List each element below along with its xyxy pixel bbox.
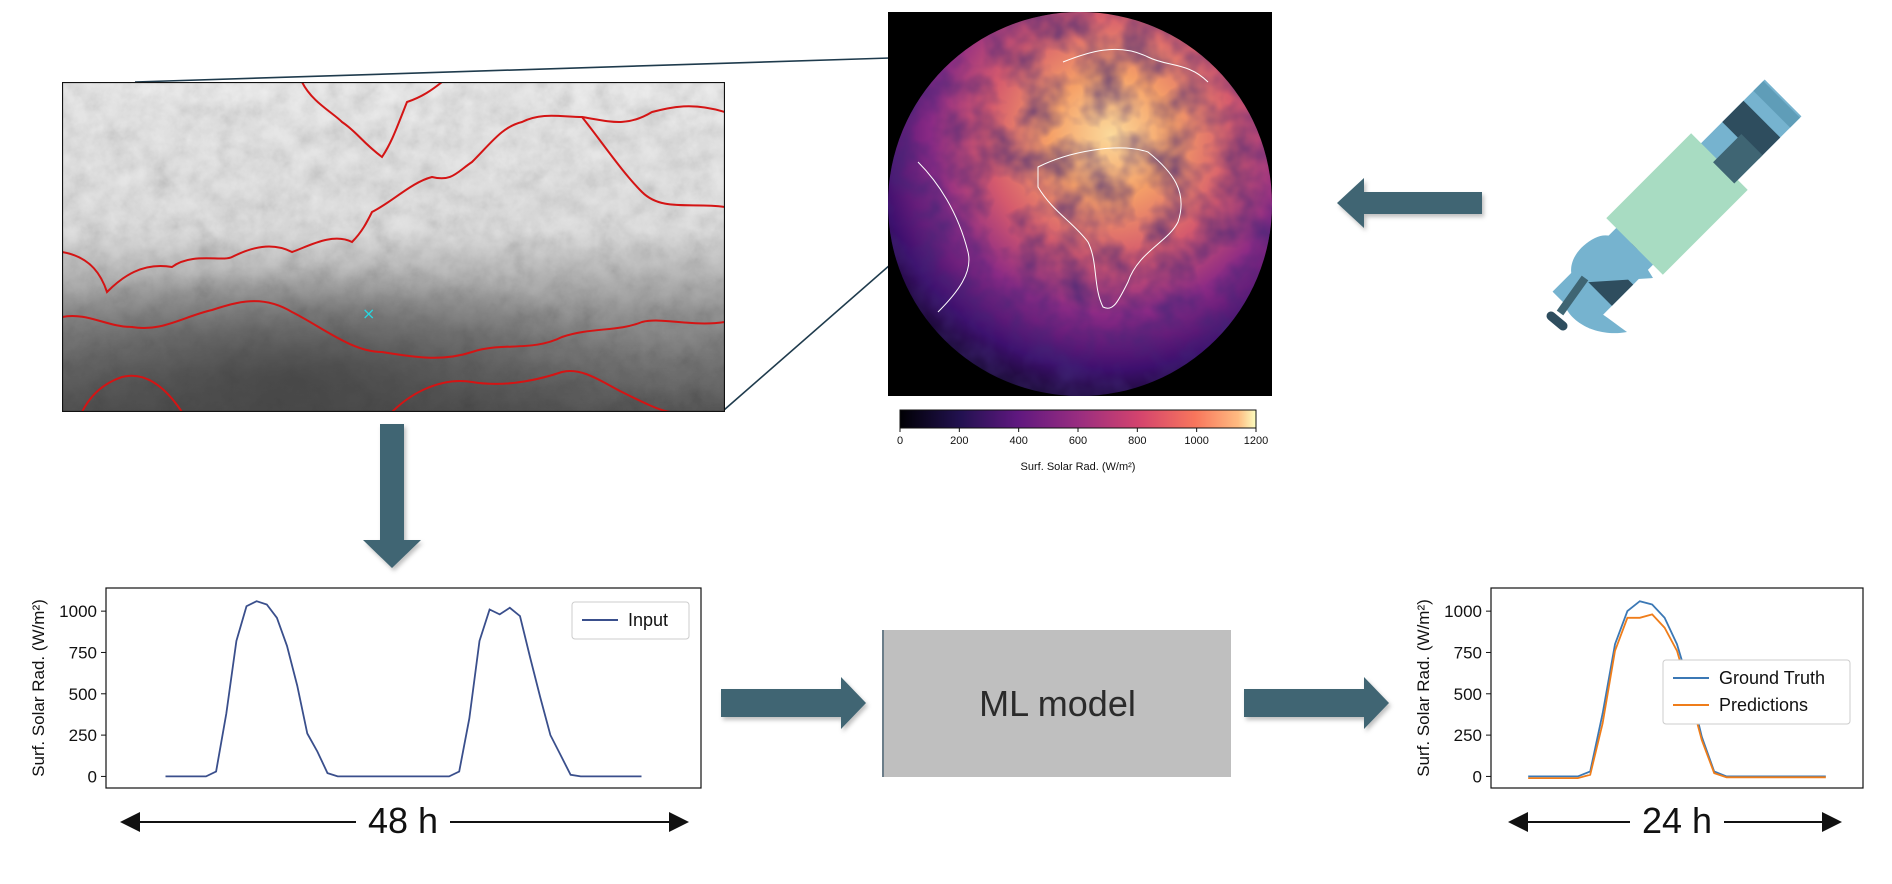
colorbar-label: Surf. Solar Rad. (W/m²) bbox=[1021, 461, 1136, 473]
forecast-duration-label: 24 h bbox=[1630, 800, 1725, 842]
plot-frame bbox=[105, 587, 702, 789]
colorbar-tick-label: 1000 bbox=[1184, 435, 1208, 447]
input-duration-label: 48 h bbox=[356, 800, 451, 842]
satellite-icon bbox=[1546, 79, 1802, 334]
colorbar: 0 200 400 600 800 1000 1200 Surf. Solar Rad. (… bbox=[897, 409, 1268, 473]
y-tick-label: 250 bbox=[1454, 726, 1482, 745]
legend-box bbox=[1662, 659, 1851, 725]
colorbar-tick-label: 800 bbox=[1128, 435, 1146, 447]
terrain-map: × bbox=[62, 82, 725, 412]
colorbar-tick-label: 1200 bbox=[1244, 435, 1268, 447]
y-tick-label: 750 bbox=[69, 643, 97, 662]
series-line-ground-truth bbox=[1528, 600, 1826, 778]
y-tick-label: 500 bbox=[1454, 685, 1482, 704]
series-line-input bbox=[165, 600, 642, 778]
colorbar-tick-label: 0 bbox=[897, 435, 903, 447]
ml-model-label: ML model bbox=[979, 682, 1136, 724]
colorbar-tick-label: 600 bbox=[1069, 435, 1087, 447]
duration-arrows bbox=[120, 812, 1842, 832]
forecast-chart: Surf. Solar Rad. (W/m²) 0 250 500 750 1000 Gro… bbox=[1414, 587, 1864, 789]
arrow-map-to-input bbox=[363, 424, 421, 568]
colorbar-tick-label: 200 bbox=[950, 435, 968, 447]
series-line-predictions bbox=[1528, 613, 1826, 779]
y-tick-label: 500 bbox=[69, 685, 97, 704]
arrow-satellite-to-disk bbox=[1337, 178, 1482, 228]
colorbar-tick-label: 400 bbox=[1009, 435, 1027, 447]
arrow-input-to-model bbox=[721, 677, 866, 729]
y-tick-label: 0 bbox=[88, 767, 97, 786]
y-tick-label: 1000 bbox=[59, 602, 97, 621]
y-tick-label: 250 bbox=[69, 726, 97, 745]
svg-text:×: × bbox=[362, 304, 375, 323]
y-axis-label: Surf. Solar Rad. (W/m²) bbox=[29, 599, 48, 777]
legend-box bbox=[571, 601, 690, 640]
plot-frame bbox=[1490, 587, 1864, 789]
legend-label: Predictions bbox=[1719, 695, 1808, 715]
y-axis-label: Surf. Solar Rad. (W/m²) bbox=[1414, 599, 1433, 777]
y-tick-label: 1000 bbox=[1444, 602, 1482, 621]
satellite-disk-image bbox=[888, 12, 1272, 396]
input-chart: Surf. Solar Rad. (W/m²) 0 250 500 750 1000 Inp… bbox=[29, 587, 702, 789]
y-tick-label: 750 bbox=[1454, 643, 1482, 662]
ml-model-box: ML model bbox=[882, 630, 1231, 777]
y-tick-label: 0 bbox=[1473, 767, 1482, 786]
legend-label: Input bbox=[628, 610, 668, 630]
arrow-model-to-forecast bbox=[1244, 677, 1389, 729]
legend-label: Ground Truth bbox=[1719, 668, 1825, 688]
